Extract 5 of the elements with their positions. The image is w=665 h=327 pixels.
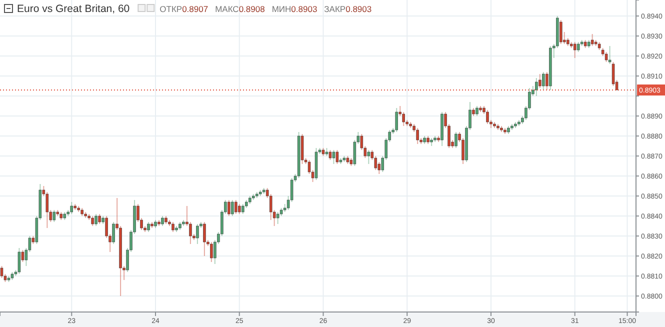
annotation: ОТКР0.8907 — [160, 4, 208, 14]
annotation: ЗАКР0.8903 — [324, 4, 372, 14]
annotation: МИН0.8903 — [272, 4, 318, 14]
chart-title: Euro vs Great Britan, 60 — [17, 3, 130, 15]
annotation: МАКС0.8908 — [215, 4, 266, 14]
